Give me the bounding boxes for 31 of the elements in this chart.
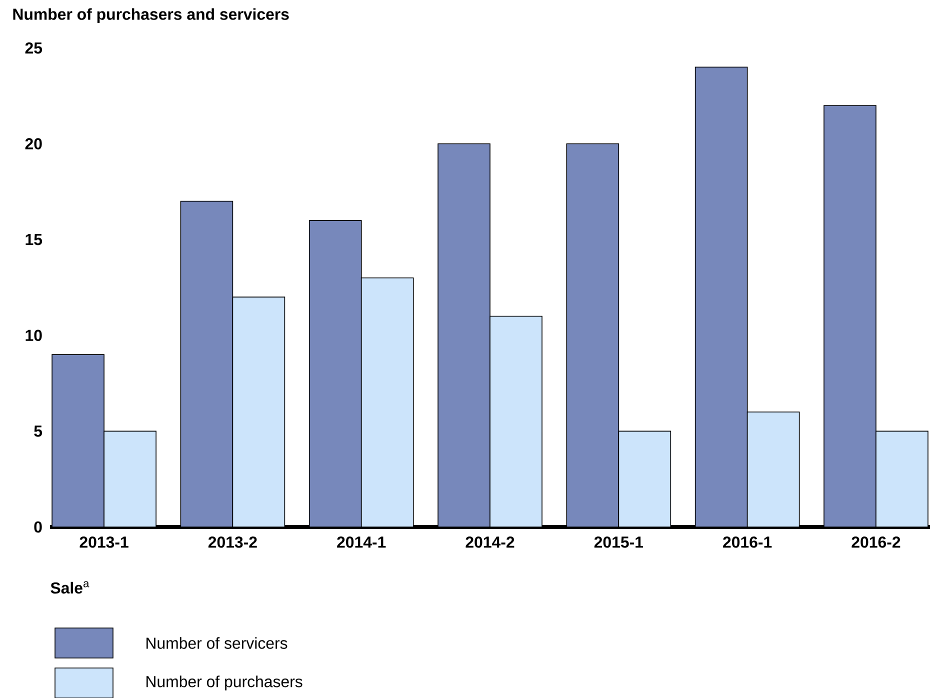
bar: [694, 66, 748, 527]
y-tick-label: 25: [25, 42, 42, 54]
bar: [490, 316, 542, 527]
x-tick-label: 2016-2: [852, 536, 900, 548]
bar: [52, 354, 104, 527]
x-tick-label: 2016-1: [723, 536, 772, 548]
y-axis-title: Number of purchasers and servicers: [13, 8, 289, 23]
bar: [360, 277, 414, 527]
bar: [824, 104, 876, 527]
bar: [876, 430, 928, 527]
x-tick-label: 2015-1: [594, 536, 644, 548]
x-tick-label: 2014-1: [337, 536, 386, 548]
legend-label: Number of purchasers: [146, 675, 302, 690]
bar: [180, 200, 234, 527]
y-tick-label: 5: [34, 425, 42, 437]
x-tick-label: 2014-2: [466, 536, 514, 548]
bar: [438, 143, 490, 527]
bar: [618, 430, 672, 527]
y-tick-label: 0: [34, 521, 42, 532]
x-tick-label: 2013-1: [80, 536, 128, 548]
y-tick-label: 10: [26, 330, 42, 341]
y-tick-label: 20: [25, 138, 42, 150]
bar: [232, 296, 286, 527]
bar: [104, 430, 156, 527]
bar: [566, 143, 620, 527]
y-tick-label: 15: [26, 234, 42, 245]
legend-label: Number of servicers: [146, 636, 288, 649]
bar: [308, 220, 362, 527]
x-axis-title: Sale$^{a}$: [50, 581, 90, 594]
bar: [746, 411, 800, 527]
x-tick-label: 2013-2: [208, 536, 257, 548]
